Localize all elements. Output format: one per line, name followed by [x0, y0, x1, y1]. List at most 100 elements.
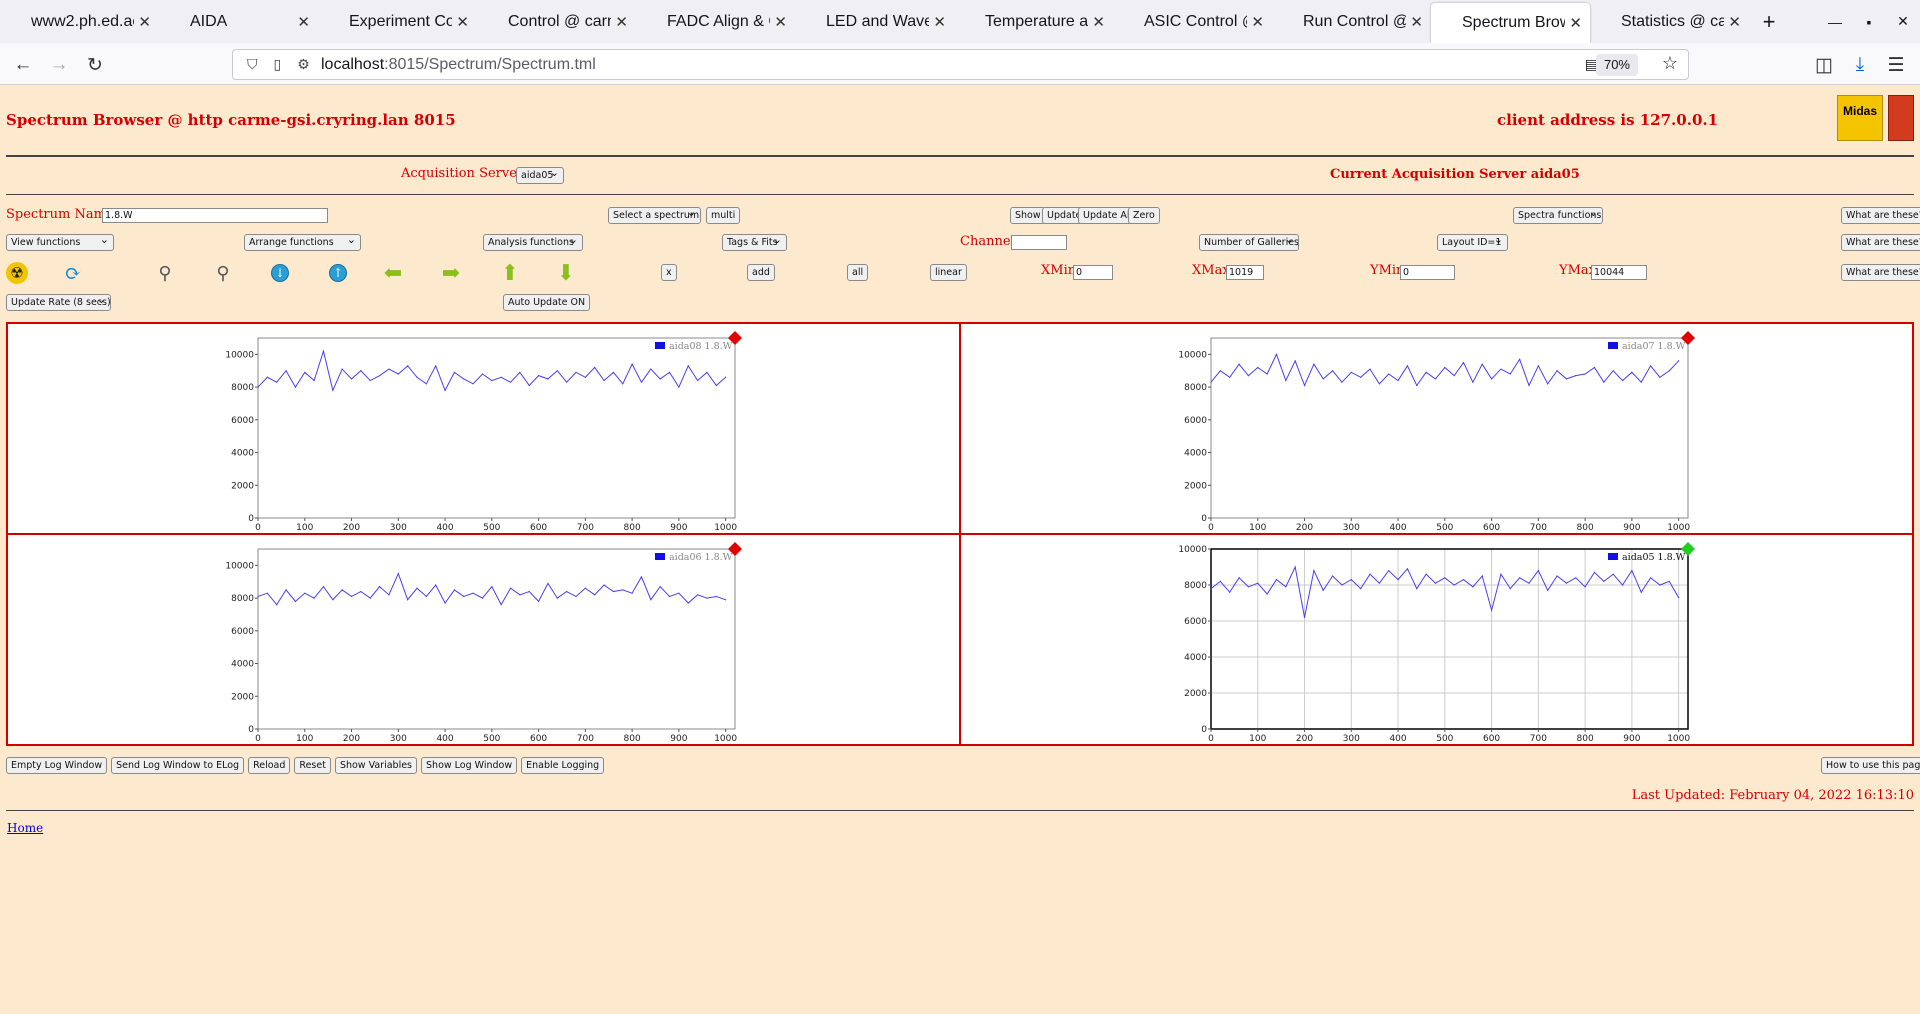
tab-close-icon[interactable]: ✕ [1410, 13, 1423, 31]
all-button[interactable]: all [847, 264, 869, 281]
browser-tab[interactable]: Run Control @ carr✕ [1272, 0, 1431, 43]
reader-view-icon[interactable]: ▤ [1584, 56, 1598, 72]
page-icon[interactable]: ▯ [273, 56, 282, 72]
footer-button[interactable]: Enable Logging [521, 757, 605, 774]
what-are-these-button-2[interactable]: What are these? [1841, 234, 1920, 251]
browser-tab[interactable]: Spectrum Browser✕ [1431, 3, 1590, 43]
update-rate-select[interactable]: Update Rate (8 secs) [6, 294, 111, 311]
browser-tab[interactable]: FADC Align & Cont✕ [636, 0, 795, 43]
browser-tab[interactable]: ASIC Control @ ca✕ [1113, 0, 1272, 43]
tags-fits-select[interactable]: Tags & Fits [722, 234, 787, 251]
tab-close-icon[interactable]: ✕ [1728, 13, 1741, 31]
zoom-out-icon[interactable]: ⚲ [216, 262, 230, 284]
acquisition-server-select[interactable]: aida05 [516, 167, 564, 184]
spectrum-panel[interactable]: 0 100 200 300 400 500 600 700 800 900 1000 0 2000 400… [959, 533, 1914, 746]
x-button[interactable]: x [661, 264, 677, 281]
zero-button[interactable]: Zero [1128, 207, 1160, 224]
tab-close-icon[interactable]: ✕ [615, 13, 628, 31]
arrange-functions-select[interactable]: Arrange functions [244, 234, 361, 251]
what-are-these-button-3[interactable]: What are these? [1841, 264, 1920, 281]
zoom-level[interactable]: 70% [1595, 54, 1638, 76]
minimize-icon[interactable]: — [1828, 13, 1842, 30]
refresh-globe-icon[interactable]: ⟳ [64, 261, 82, 285]
back-icon[interactable]: ← [13, 54, 33, 75]
spectrum-name-input[interactable]: 1.8.W [102, 208, 328, 223]
download-icon[interactable]: ⤓ [1855, 54, 1865, 75]
spectrum-panel[interactable]: 0 100 200 300 400 500 600 700 800 900 1000 0 2000 400… [959, 322, 1914, 535]
spectrum-panel[interactable]: 0 100 200 300 400 500 600 700 800 900 1000 0 2000 400… [6, 533, 961, 746]
tab-close-icon[interactable]: ✕ [138, 13, 151, 31]
data-point [304, 371, 306, 373]
tab-close-icon[interactable]: ✕ [1092, 13, 1105, 31]
browser-tab[interactable]: Temperature and st✕ [954, 0, 1113, 43]
close-window-icon[interactable]: ✕ [1897, 13, 1909, 29]
arrow-left-icon[interactable]: ⬅ [383, 260, 403, 286]
tab-close-icon[interactable]: ✕ [456, 13, 469, 31]
channel-input[interactable] [1011, 235, 1067, 250]
browser-tab[interactable]: AIDA ✕ [159, 0, 318, 43]
arrow-right-icon[interactable]: ➡ [441, 260, 461, 286]
xmin-input[interactable]: 0 [1073, 265, 1113, 280]
spectrum-panel[interactable]: 0 100 200 300 400 500 600 700 800 900 1000 0 2000 400… [6, 322, 961, 535]
menu-icon[interactable]: ☰ [1887, 54, 1905, 76]
y-tick-label: 2000 [1184, 689, 1207, 699]
footer-button[interactable]: Reload [248, 757, 291, 774]
add-button[interactable]: add [747, 264, 775, 281]
footer-button[interactable]: Send Log Window to ELog [111, 757, 245, 774]
tab-close-icon[interactable]: ✕ [297, 13, 310, 31]
browser-tab[interactable]: LED and Waveform✕ [795, 0, 954, 43]
maximize-icon[interactable]: ▪ [1866, 13, 1872, 30]
info-up-icon[interactable]: ↑ [329, 264, 347, 282]
tab-close-icon[interactable]: ✕ [1251, 13, 1264, 31]
status-marker-icon[interactable] [1681, 331, 1695, 345]
ymin-input[interactable]: 0 [1400, 265, 1455, 280]
auto-update-button[interactable]: Auto Update ON [503, 294, 591, 311]
shield-icon[interactable]: ⛉ [247, 56, 258, 72]
footer-button[interactable]: Show Variables [334, 757, 418, 774]
browser-tab[interactable]: Statistics @ carme✕ [1590, 0, 1749, 43]
info-down-icon[interactable]: ↓ [271, 264, 289, 282]
settings-icon[interactable]: ⚙ [297, 56, 310, 72]
zoom-in-icon[interactable]: ⚲ [158, 262, 172, 284]
status-marker-icon[interactable] [728, 542, 742, 556]
multi-button[interactable]: multi [706, 207, 741, 224]
what-are-these-button-1[interactable]: What are these? [1841, 207, 1920, 224]
xmax-input[interactable]: 1019 [1226, 265, 1264, 280]
show-button[interactable]: Show [1010, 207, 1046, 224]
pocket-icon[interactable]: ◫ [1815, 54, 1833, 76]
url-bar[interactable]: ⛉ ▯ ⚙ localhost:8015/Spectrum/Spectrum.t… [232, 49, 1689, 80]
radiation-icon[interactable]: ☢ [6, 262, 28, 284]
browser-tab[interactable]: Control @ carme-g✕ [477, 0, 636, 43]
bookmark-star-icon[interactable]: ☆ [1661, 53, 1678, 73]
reload-icon[interactable]: ↻ [87, 54, 103, 76]
tab-close-icon[interactable]: ✕ [933, 13, 946, 31]
spectrum-chart[interactable]: 0 100 200 300 400 500 600 700 800 900 100002000400… [8, 535, 959, 744]
select-spectrum-select[interactable]: Select a spectrum [608, 207, 701, 224]
new-tab-button[interactable]: + [1762, 8, 1776, 34]
tab-close-icon[interactable]: ✕ [1569, 15, 1582, 32]
forward-icon[interactable]: → [49, 54, 69, 75]
spectra-functions-select[interactable]: Spectra functions [1513, 207, 1603, 224]
spectrum-chart[interactable]: 0 100 200 300 400 500 600 700 800 900 100002000400… [961, 535, 1912, 744]
tab-close-icon[interactable]: ✕ [774, 13, 787, 31]
data-point [1593, 366, 1596, 369]
layout-select[interactable]: Layout ID=1 [1437, 234, 1508, 251]
spectrum-chart[interactable]: 0 100 200 300 400 500 600 700 800 900 100002000400… [8, 324, 959, 533]
view-functions-select[interactable]: View functions [6, 234, 114, 251]
status-marker-icon[interactable] [1681, 542, 1695, 556]
how-to-use-button[interactable]: How to use this page [1821, 757, 1920, 774]
number-of-galleries-select[interactable]: Number of Galleries [1199, 234, 1299, 251]
analysis-functions-select[interactable]: Analysis functions [483, 234, 583, 251]
spectrum-chart[interactable]: 0 100 200 300 400 500 600 700 800 900 100002000400… [961, 324, 1912, 533]
status-marker-icon[interactable] [728, 331, 742, 345]
footer-button[interactable]: Show Log Window [421, 757, 518, 774]
ymax-input[interactable]: 10044 [1591, 265, 1647, 280]
browser-tab[interactable]: Experiment Control✕ [318, 0, 477, 43]
home-link[interactable]: Home [7, 821, 44, 835]
arrow-down-icon[interactable]: ⬇ [556, 260, 576, 286]
browser-tab[interactable]: www2.ph.ed.ac ✕ [0, 0, 159, 43]
footer-button[interactable]: Empty Log Window [6, 757, 108, 774]
footer-button[interactable]: Reset [294, 757, 331, 774]
arrow-up-icon[interactable]: ⬆ [500, 260, 520, 286]
linear-button[interactable]: linear [930, 264, 967, 281]
